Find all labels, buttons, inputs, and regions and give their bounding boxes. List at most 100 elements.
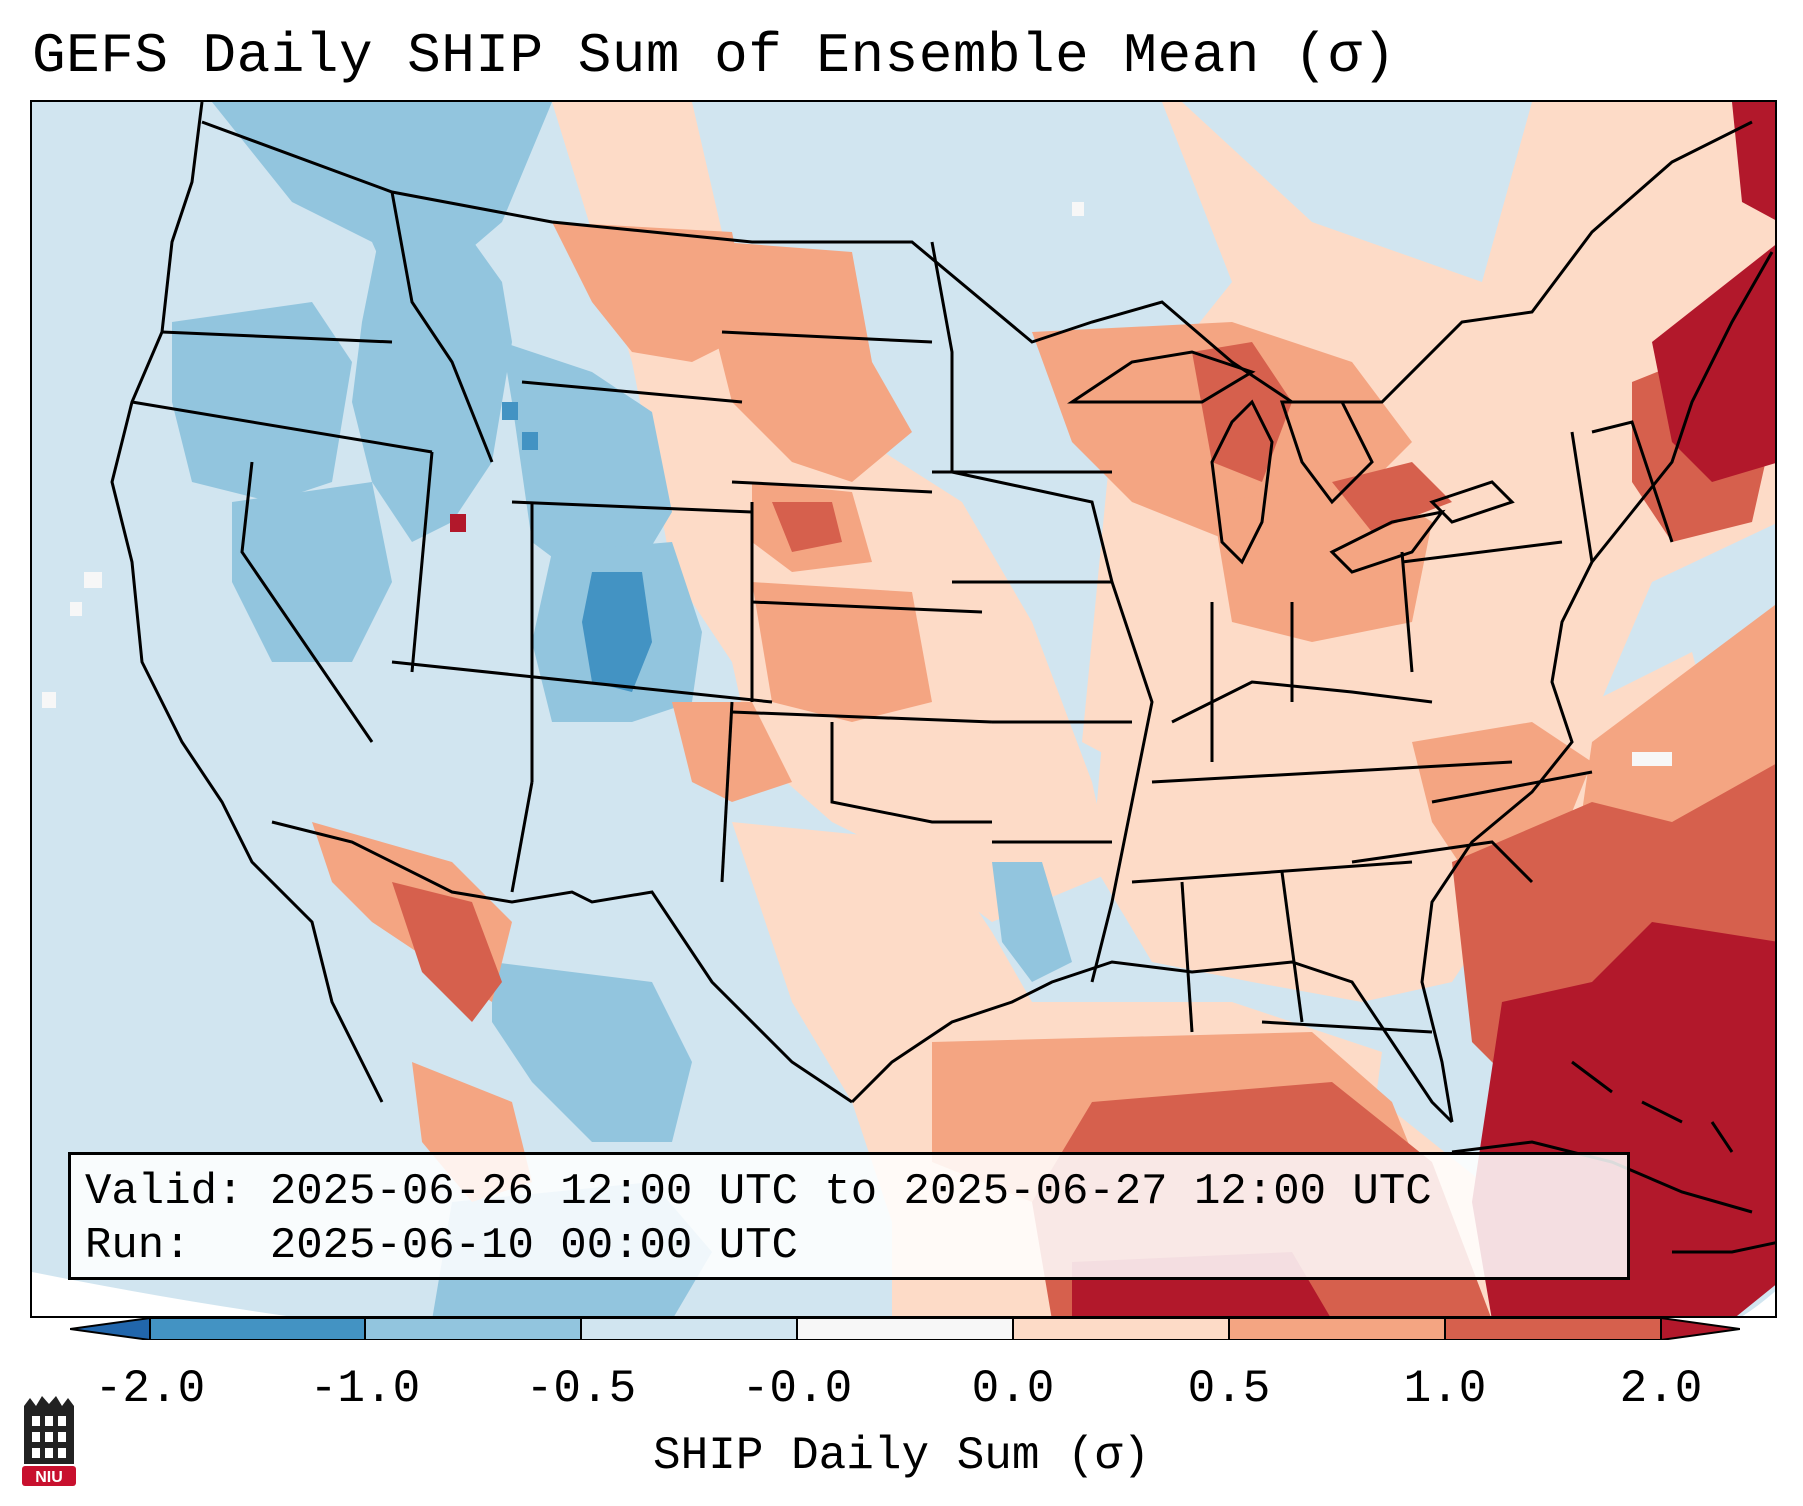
idaho-blue xyxy=(352,212,512,542)
colorbar-tick-label: 2.0 xyxy=(1619,1363,1703,1415)
colorbar-bin-2 xyxy=(365,1318,581,1340)
lake-huron xyxy=(1279,400,1374,505)
lake-erie-red xyxy=(1332,462,1452,532)
colorbar-bin-1 xyxy=(150,1318,365,1340)
neutral-cell xyxy=(1632,752,1672,766)
state-line-sd-ne xyxy=(731,480,933,494)
state-line-ny-vt xyxy=(1570,431,1594,563)
lake-erie xyxy=(1329,509,1446,574)
nebraska-red xyxy=(772,502,842,552)
gulf-coastline xyxy=(850,960,1454,1124)
map-canvas xyxy=(32,102,1775,1316)
state-line-va-nc xyxy=(1431,770,1593,804)
northeast-dark-red xyxy=(1652,245,1775,482)
neutral-cell xyxy=(70,602,82,616)
state-line-nc-sc xyxy=(1351,840,1534,884)
dakotas-medium-red xyxy=(712,242,912,482)
oregon-blue xyxy=(172,302,352,502)
niu-logo-icon: NIU xyxy=(22,1396,76,1486)
map-panel xyxy=(30,100,1777,1318)
colorbar-bin-6 xyxy=(1229,1318,1445,1340)
west-coastline xyxy=(110,102,384,1103)
colorbar-bin-4 xyxy=(797,1318,1013,1340)
state-line-four-corners xyxy=(391,660,773,704)
montana-medium-red xyxy=(552,222,752,362)
colorbar-bin-3 xyxy=(581,1318,797,1340)
colorbar-bin-7 xyxy=(1445,1318,1661,1340)
maritimes-dark-red xyxy=(1732,102,1775,220)
state-line-dakotas xyxy=(721,330,933,344)
colorbar-tick-label: 0.0 xyxy=(971,1363,1055,1415)
colorbar-tick-label: -2.0 xyxy=(94,1363,206,1415)
domain-edge xyxy=(32,1272,287,1316)
nevada-blue xyxy=(232,482,392,662)
wyoming-blue xyxy=(502,342,672,572)
state-line-new-england xyxy=(1591,420,1674,543)
domain-edge-right xyxy=(1742,1291,1775,1316)
lake-michigan xyxy=(1210,399,1274,565)
state-line-wy-south xyxy=(511,500,753,514)
state-line-mississippi-river xyxy=(930,241,1154,983)
anomaly-strong-blue-areas xyxy=(502,402,652,692)
colorbar-bin-5 xyxy=(1013,1318,1229,1340)
colorbar-tick-label: 1.0 xyxy=(1403,1363,1487,1415)
colorado-strong-blue xyxy=(582,572,652,692)
atlantic-coastline xyxy=(1420,251,1774,1123)
hispaniola-outline xyxy=(1672,1241,1775,1254)
mexico-blue xyxy=(492,962,692,1142)
colorbar xyxy=(69,1317,1741,1341)
southeast-light-red xyxy=(1092,652,1722,1002)
state-line-nm-tx xyxy=(720,701,734,883)
state-line-or-south xyxy=(131,400,433,454)
anomaly-medium-blue-areas xyxy=(172,102,1072,1316)
state-line-ne-ks xyxy=(751,600,983,614)
colorbar-title: SHIP Daily Sum (σ) xyxy=(653,1430,1150,1482)
state-line-oh-pa xyxy=(1400,551,1414,673)
state-line-fl-ga xyxy=(1261,1020,1433,1034)
map-title: GEFS Daily SHIP Sum of Ensemble Mean (σ) xyxy=(32,24,1397,88)
neutral-cell xyxy=(42,692,56,708)
bahamas-outline xyxy=(1571,1060,1734,1153)
run-label: Run: xyxy=(85,1221,191,1271)
state-line-ks-ok xyxy=(731,710,993,724)
colorbar-tick-label: -1.0 xyxy=(309,1363,421,1415)
niu-logo-text: NIU xyxy=(35,1469,63,1486)
wyoming-strong-blue-cell xyxy=(522,432,538,450)
kansas-medium-red xyxy=(752,582,932,722)
utah-dark-red-cell xyxy=(450,514,466,532)
run-value: 2025-06-10 00:00 UTC xyxy=(269,1221,798,1271)
state-line-tn-north xyxy=(1151,760,1513,784)
colorbar-tick-label: -0.5 xyxy=(525,1363,637,1415)
valid-label: Valid: xyxy=(85,1167,244,1217)
valid-value: 2025-06-26 12:00 UTC to 2025-06-27 12:00… xyxy=(269,1167,1432,1217)
state-line-ca-nv xyxy=(240,461,374,743)
colorbar-tick-label: 0.5 xyxy=(1187,1363,1271,1415)
colorbar-extend-high xyxy=(1661,1318,1740,1340)
niu-logo: NIU xyxy=(20,1392,78,1488)
state-line-ok-tx xyxy=(830,722,992,824)
neutral-cell xyxy=(1072,202,1084,216)
mexico-border xyxy=(271,820,853,1104)
state-line-wa-or xyxy=(161,330,393,344)
lower-mississippi-blue xyxy=(992,862,1072,982)
colorbar-tick-label: -0.0 xyxy=(741,1363,853,1415)
colorbar-svg xyxy=(69,1317,1741,1341)
state-line-nv-ut xyxy=(410,451,434,673)
sonora-red xyxy=(392,882,502,1022)
state-line-pa-ny xyxy=(1401,540,1563,564)
lake-ontario xyxy=(1429,480,1515,524)
valid-run-info-box: Valid: 2025-06-26 12:00 UTC to 2025-06-2… xyxy=(68,1152,1630,1280)
pacific-northwest-blue xyxy=(212,102,552,332)
state-line-tn-south xyxy=(1131,860,1413,884)
lake-superior xyxy=(1067,350,1256,404)
colorbar-ticks xyxy=(149,1318,1662,1340)
canada-border xyxy=(201,120,1753,404)
west-texas-medium-red xyxy=(672,702,792,802)
neutral-cell xyxy=(84,572,102,588)
state-line-wy-north xyxy=(521,380,743,404)
state-line-az-nm xyxy=(510,781,534,893)
map-boundaries xyxy=(110,102,1775,1254)
state-line-id-mt xyxy=(390,191,494,463)
anomaly-neutral-cells xyxy=(42,202,1672,766)
state-line-al-ga xyxy=(1280,871,1304,1023)
